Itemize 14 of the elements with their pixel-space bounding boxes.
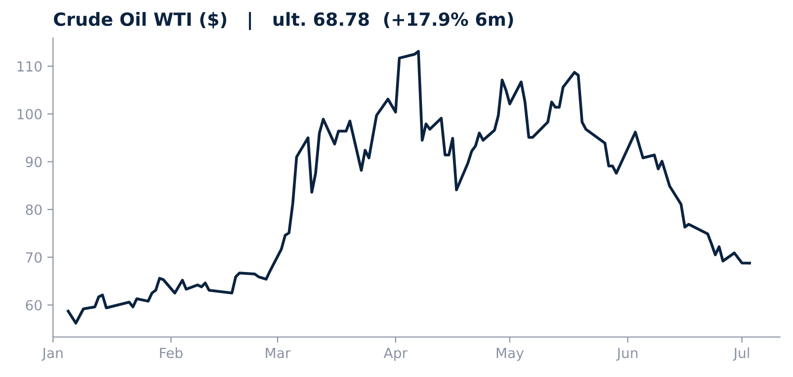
y-tick-label: 80: [26, 204, 42, 215]
x-tick-label: Mar: [266, 348, 291, 358]
x-tick-label: May: [496, 348, 524, 361]
x-tick-label: Feb: [160, 347, 183, 358]
y-tick-label: 90: [26, 156, 42, 168]
y-tick-label: 100: [18, 108, 42, 120]
x-tick-label: Apr: [384, 348, 408, 361]
chart-title: Crude Oil WTI ($) | ult. 68.78 (+17.9% 6m): [54, 12, 513, 30]
x-tick-label: Jan: [42, 348, 63, 361]
x-tick-label: Jun: [616, 348, 638, 361]
y-tick-label: 60: [26, 300, 42, 310]
y-tick-label: 70: [26, 252, 42, 263]
x-tick-label: Jul: [732, 347, 750, 361]
y-tick-label: 110: [18, 61, 42, 72]
